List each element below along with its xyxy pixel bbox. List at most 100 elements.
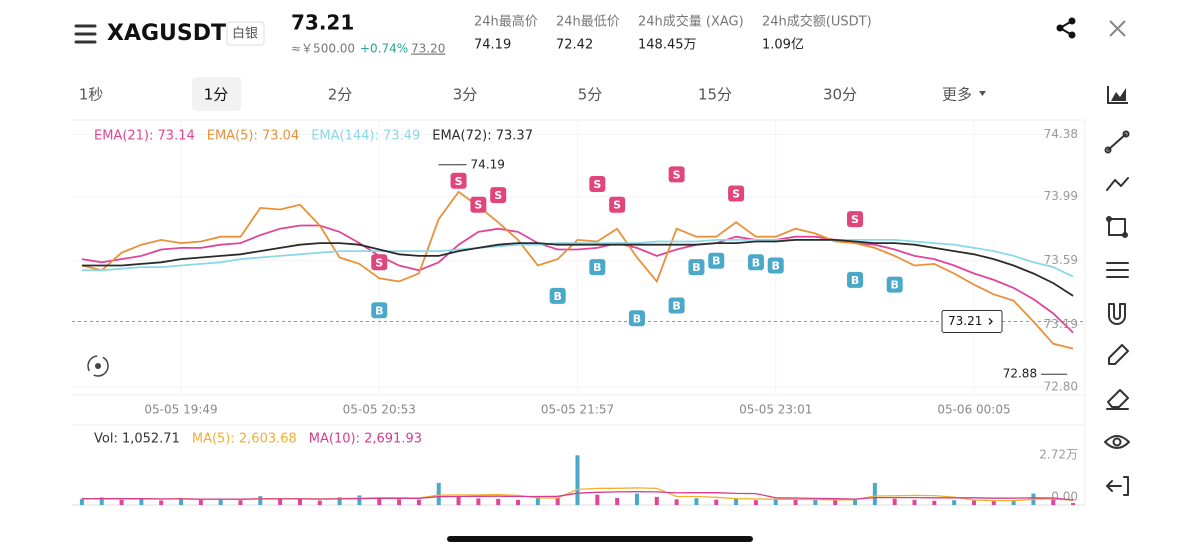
volume-bar: [813, 499, 818, 505]
legend-entry: EMA(144): 73.49: [311, 129, 420, 144]
tag: 白银: [232, 26, 258, 42]
stat-label: 24h成交额(USDT): [762, 14, 872, 30]
volume-bar: [119, 499, 124, 505]
legend-entry: EMA(5): 73.04: [207, 129, 299, 144]
drawing-toolbar: [1104, 130, 1130, 496]
timeframe[interactable]: 2分: [328, 86, 353, 104]
chart-type-icon[interactable]: [1107, 86, 1128, 104]
timeframe[interactable]: 3分: [453, 86, 478, 104]
timeframe[interactable]: 30分: [823, 86, 857, 104]
sells-label: S: [455, 175, 463, 188]
stat-label: 24h成交量 (XAG): [638, 14, 744, 30]
buys-label: B: [633, 312, 641, 325]
buys-marker: [371, 302, 388, 319]
price-chart: 05-05 19:49 05-05 20:53 05-05 21:57 05-05 2…: [72, 120, 1083, 417]
sells-marker: [668, 166, 685, 183]
sells-label: S: [613, 199, 621, 212]
symbol[interactable]: XAGUSDT: [107, 21, 226, 46]
menu-icon[interactable]: [74, 24, 97, 44]
change: +0.74%: [360, 42, 408, 56]
magnet-tool[interactable]: [1108, 303, 1126, 325]
volume-bar: [932, 500, 937, 505]
y-tick-label: 73.59: [1044, 253, 1078, 267]
x-tick-label: 05-05 23:01: [739, 403, 812, 417]
buys-marker: [549, 287, 566, 304]
last-price-label: 73.21: [948, 314, 982, 328]
high-label: 74.19: [471, 157, 505, 171]
exit-tool[interactable]: [1106, 476, 1129, 496]
volume-bar: [892, 498, 897, 505]
legend-entry: MA(5): 2,603.68: [192, 432, 297, 447]
stat-value: 1.09亿: [762, 38, 804, 53]
volume-bar: [218, 498, 223, 505]
sells-label: S: [851, 213, 859, 226]
stat-value: 148.45万: [638, 38, 697, 53]
buys-marker: [767, 257, 784, 274]
sells-marker: [371, 254, 388, 271]
volume-bar: [674, 499, 679, 505]
eraser-tool[interactable]: [1106, 389, 1129, 410]
timeframe[interactable]: 1分: [204, 86, 229, 104]
buys-label: B: [593, 261, 601, 274]
sells-marker: [728, 185, 745, 202]
legend-entry: Vol: 1,052.71: [94, 432, 180, 447]
buys-label: B: [851, 274, 859, 287]
visibility-tool[interactable]: [1104, 435, 1130, 449]
sells-marker: [847, 211, 864, 228]
polyline-tool[interactable]: [1106, 177, 1129, 191]
timeframe-active-bg: [192, 77, 241, 111]
sells-label: S: [375, 256, 383, 269]
sells-label: S: [474, 199, 482, 212]
stat-label: 24h最高价: [474, 14, 538, 30]
dropdown-caret: [979, 91, 986, 96]
legend-entry: MA(10): 2,691.93: [309, 432, 422, 447]
timeframe[interactable]: 更多: [942, 86, 972, 104]
volume-bar: [139, 498, 144, 505]
sells-label: S: [593, 178, 601, 191]
sells-label: S: [494, 189, 502, 202]
buys-label: B: [772, 259, 780, 272]
volume-bar: [79, 499, 84, 505]
rect-tool[interactable]: [1106, 216, 1128, 238]
buys-marker: [886, 276, 903, 293]
volume-bar: [833, 500, 838, 505]
line-tool[interactable]: [1104, 130, 1130, 154]
ema-line: [81, 224, 1074, 334]
volume-bar: [912, 499, 917, 505]
volume-bar: [595, 494, 600, 505]
volume-bar: [99, 497, 104, 505]
ema-line: [81, 239, 1074, 297]
fib-tool[interactable]: [1106, 262, 1129, 278]
volume-bar: [297, 499, 302, 505]
timeframe[interactable]: 1秒: [79, 86, 104, 104]
volume-bar: [952, 500, 957, 505]
volume-bar: [278, 498, 283, 505]
sells-label: S: [732, 188, 740, 201]
buys-marker: [589, 259, 606, 276]
buys-marker: [747, 254, 764, 271]
close-icon[interactable]: [1109, 20, 1126, 37]
reset-icon[interactable]: [87, 355, 109, 377]
x-tick-label: 05-06 00:05: [937, 403, 1010, 417]
share-icon[interactable]: [1056, 17, 1076, 39]
stat-value: 74.19: [474, 38, 511, 53]
buys-label: B: [692, 261, 700, 274]
pen-tool[interactable]: [1108, 344, 1129, 365]
last-price-box: [941, 309, 1003, 333]
volume-bar: [654, 496, 659, 505]
timeframe[interactable]: 5分: [578, 86, 603, 104]
price: 73.21: [291, 11, 354, 35]
volume-bar: [1011, 500, 1016, 505]
volume-bar: [436, 482, 441, 505]
volume-bar: [575, 455, 580, 505]
legend-entry: EMA(72): 73.37: [432, 129, 533, 144]
y-tick-label: 74.38: [1044, 127, 1078, 141]
volume-bar: [476, 498, 481, 505]
volume-bar: [753, 500, 758, 505]
volume-bar: [872, 482, 877, 505]
buys-label: B: [672, 299, 680, 312]
tag-box: [226, 21, 265, 46]
timeframe[interactable]: 15分: [698, 86, 732, 104]
mark-price: 73.20: [411, 42, 445, 56]
